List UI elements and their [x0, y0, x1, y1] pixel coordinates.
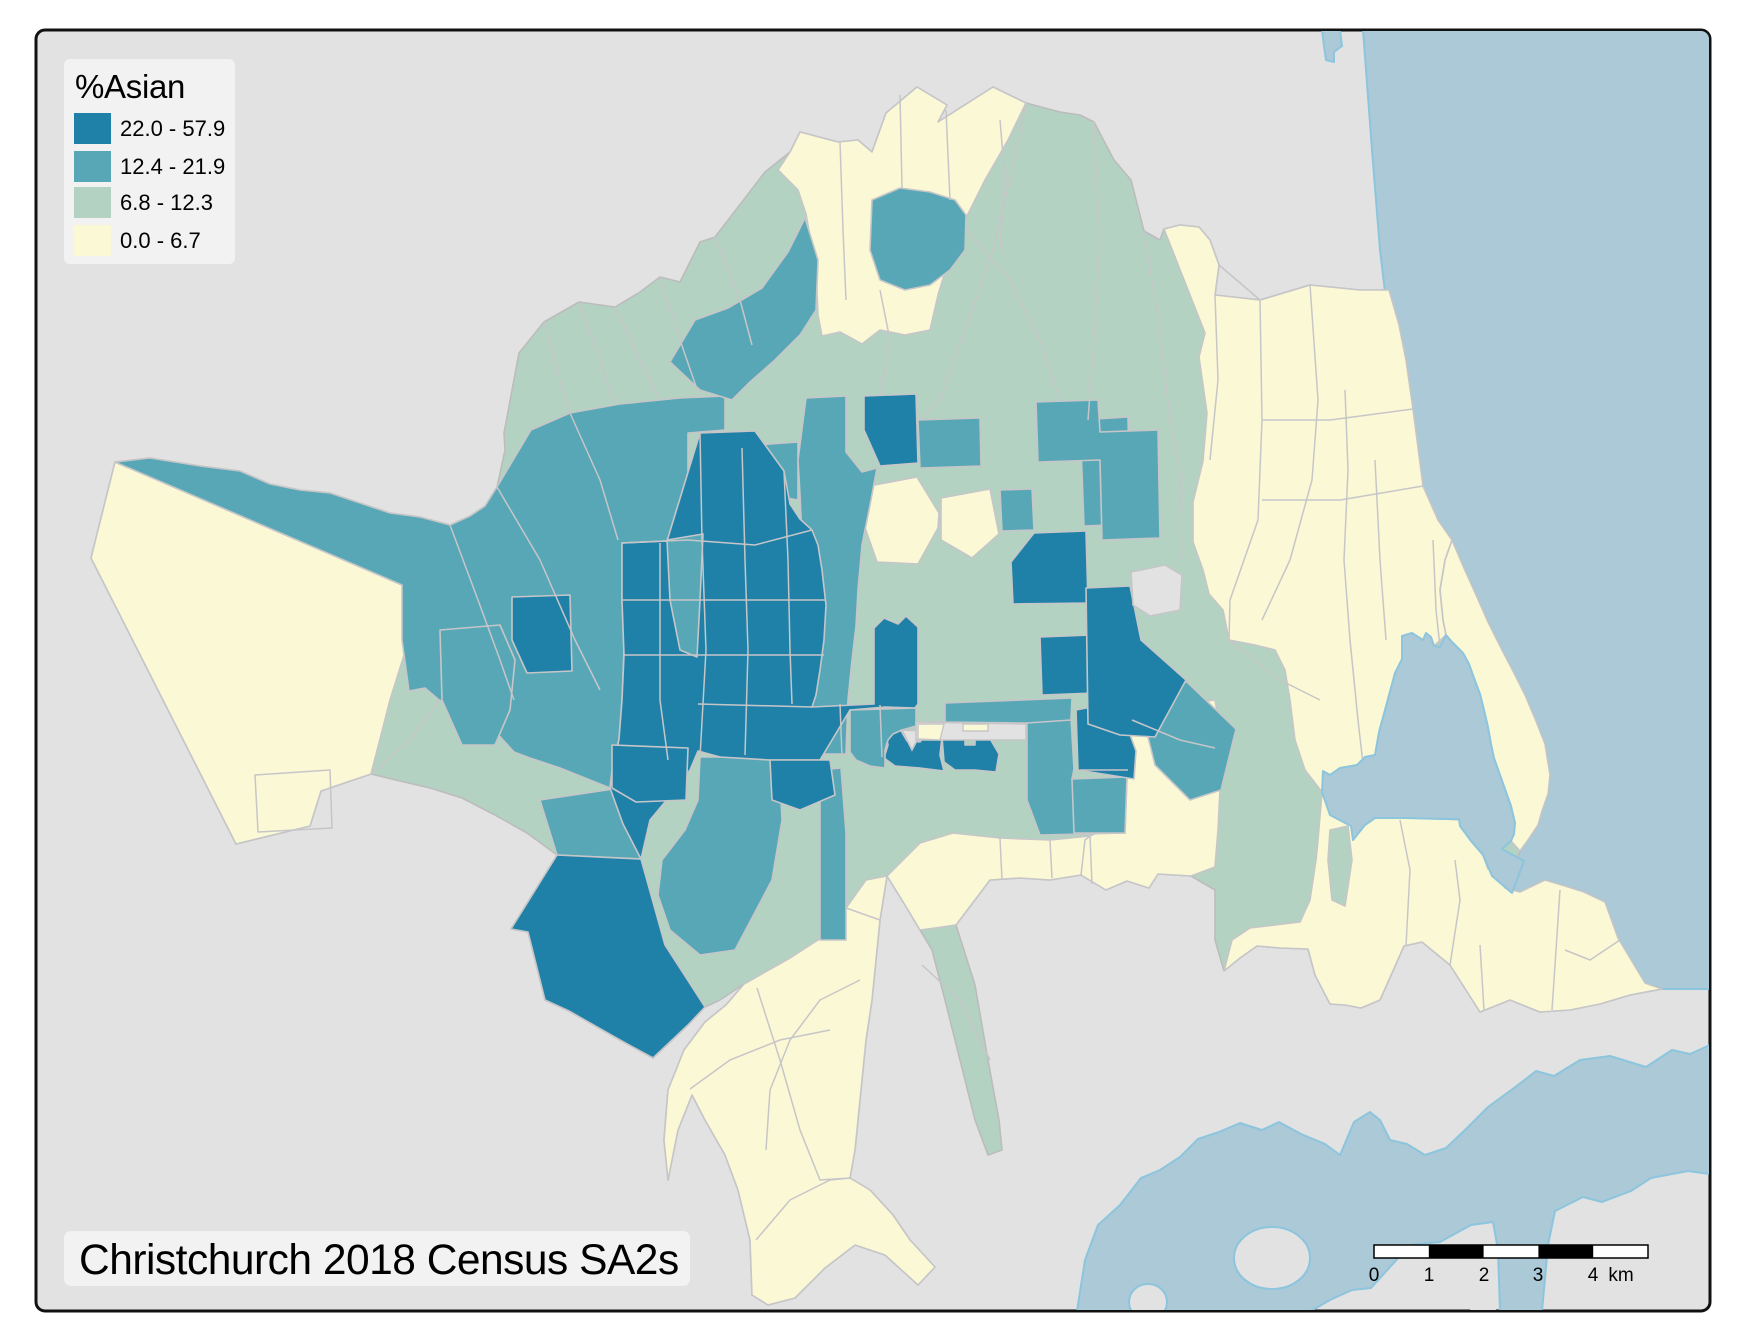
svg-text:3: 3 [1533, 1265, 1544, 1286]
svg-text:%Asian: %Asian [75, 68, 185, 105]
svg-text:4: 4 [1588, 1265, 1599, 1286]
svg-text:12.4 - 21.9: 12.4 - 21.9 [120, 154, 225, 179]
svg-text:0: 0 [1369, 1265, 1380, 1286]
svg-text:km: km [1608, 1265, 1633, 1286]
svg-text:Christchurch 2018 Census SA2s: Christchurch 2018 Census SA2s [79, 1237, 679, 1284]
svg-text:1: 1 [1424, 1265, 1435, 1286]
svg-text:2: 2 [1479, 1265, 1490, 1286]
svg-text:6.8 - 12.3: 6.8 - 12.3 [120, 190, 213, 215]
svg-text:0.0 - 6.7: 0.0 - 6.7 [120, 228, 201, 253]
svg-text:22.0 - 57.9: 22.0 - 57.9 [120, 116, 225, 141]
